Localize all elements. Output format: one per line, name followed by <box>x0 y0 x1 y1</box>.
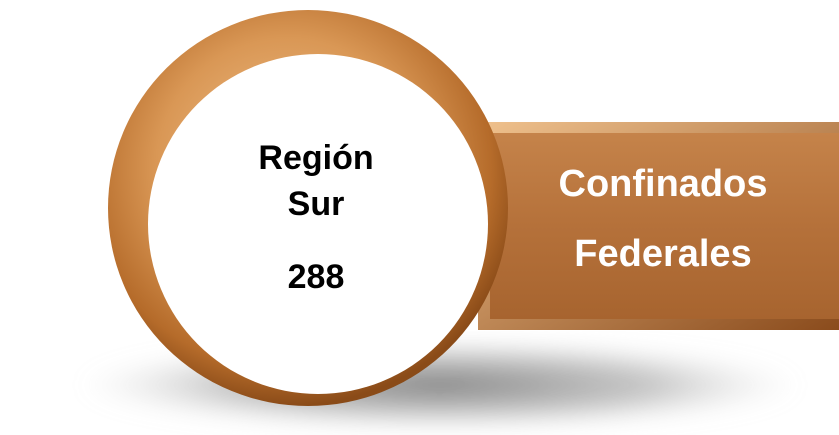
box-line: Federales <box>574 233 751 275</box>
label-box <box>490 133 839 319</box>
circle-line: Región <box>258 139 373 177</box>
inner-circle <box>148 54 488 394</box>
box-line: Confinados <box>559 163 768 205</box>
circle-value: 288 <box>288 258 345 296</box>
circle-line: Sur <box>288 185 345 223</box>
